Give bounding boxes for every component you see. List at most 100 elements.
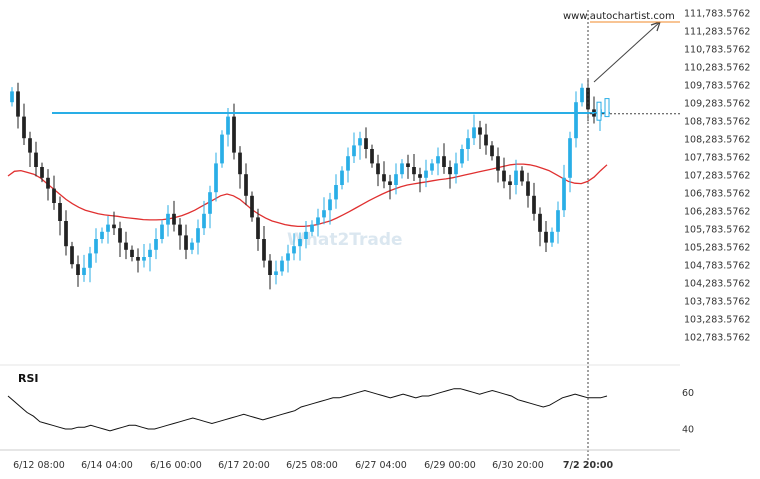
x-tick-label: 6/16 00:00 xyxy=(150,460,202,471)
candle-body xyxy=(52,188,56,203)
candle-body xyxy=(358,138,362,146)
candle-body xyxy=(40,167,44,178)
y-tick-label: 105,783.5762 xyxy=(684,224,750,235)
rsi-line xyxy=(7,388,608,432)
x-tick-label: 6/30 20:00 xyxy=(492,460,544,471)
candle-body xyxy=(256,217,260,239)
candle-body xyxy=(544,231,548,243)
candle-body xyxy=(148,249,152,257)
candle-body xyxy=(196,228,200,243)
candle-body xyxy=(454,163,458,175)
candle-body xyxy=(10,91,14,103)
rsi-title: RSI xyxy=(18,372,39,385)
candle-body xyxy=(472,127,476,139)
candle-body xyxy=(316,217,320,225)
candle-body xyxy=(418,174,422,178)
y-tick-label: 102,783.5762 xyxy=(684,332,750,343)
candle-body xyxy=(436,156,440,164)
candle-body xyxy=(172,213,176,225)
moving-average-line xyxy=(7,163,608,228)
candle-body xyxy=(88,253,92,268)
candle-body xyxy=(382,174,386,182)
candle-body xyxy=(550,231,554,243)
y-tick-label: 107,783.5762 xyxy=(684,152,750,163)
x-tick-label: 7/2 20:00 xyxy=(563,460,614,471)
candle-body xyxy=(478,127,482,135)
x-tick-label: 6/25 08:00 xyxy=(286,460,338,471)
candle-body xyxy=(202,213,206,229)
candle-body xyxy=(250,195,254,218)
candle-body xyxy=(568,138,572,178)
forecast-arrow-line xyxy=(593,21,661,83)
candle-body xyxy=(124,242,128,250)
last-candle-hollow xyxy=(596,101,602,121)
candle-body xyxy=(238,152,242,175)
candle-body xyxy=(364,138,368,149)
y-tick-label: 103,783.5762 xyxy=(684,296,750,307)
candle-body xyxy=(76,264,80,275)
candle-body xyxy=(22,116,26,139)
x-tick-label: 6/12 08:00 xyxy=(13,460,65,471)
candle-body xyxy=(556,210,560,232)
x-tick-label: 6/27 04:00 xyxy=(355,460,407,471)
y-tick-label: 109,283.5762 xyxy=(684,98,750,109)
candle-body xyxy=(16,91,20,117)
candle-body xyxy=(142,257,146,261)
candle-body xyxy=(406,163,410,167)
candle-body xyxy=(82,267,86,275)
candle-body xyxy=(538,213,542,232)
candle-body xyxy=(208,192,212,214)
candle-body xyxy=(280,260,284,272)
candle-body xyxy=(328,199,332,211)
candle-body xyxy=(352,145,356,157)
candle-body xyxy=(154,239,158,250)
candle-body xyxy=(268,260,272,275)
candle-body xyxy=(388,181,392,185)
y-tick-label: 109,783.5762 xyxy=(684,80,750,91)
candle-body xyxy=(574,102,578,139)
candle-body xyxy=(232,116,236,153)
candle-body xyxy=(226,116,230,135)
candle-body xyxy=(310,224,314,232)
candle-body xyxy=(262,239,266,261)
candle-body xyxy=(448,167,452,175)
candle-body xyxy=(334,185,338,200)
candle-body xyxy=(430,163,434,171)
y-tick-label: 106,283.5762 xyxy=(684,206,750,217)
candle-body xyxy=(130,249,134,257)
y-tick-label: 111,783.5762 xyxy=(684,8,750,19)
candle-body xyxy=(292,246,296,254)
brand-watermark: What2Trade xyxy=(287,230,403,250)
current-candle-hollow xyxy=(604,98,610,118)
candle-body xyxy=(70,246,74,265)
y-tick-label: 110,283.5762 xyxy=(684,62,750,73)
candle-body xyxy=(298,239,302,247)
candle-body xyxy=(118,228,122,243)
y-tick-label: 107,283.5762 xyxy=(684,170,750,181)
candle-body xyxy=(376,163,380,175)
candle-body xyxy=(274,271,278,275)
candle-body xyxy=(190,242,194,250)
y-tick-label: 103,283.5762 xyxy=(684,314,750,325)
candle-body xyxy=(322,210,326,218)
candle-body xyxy=(136,257,140,261)
candle-body xyxy=(166,213,170,225)
candle-body xyxy=(484,134,488,146)
candle-body xyxy=(46,177,50,189)
x-tick-label: 6/14 04:00 xyxy=(81,460,133,471)
y-tick-label: 106,783.5762 xyxy=(684,188,750,199)
candle-body xyxy=(34,152,38,167)
candle-body xyxy=(496,156,500,171)
candle-body xyxy=(490,145,494,157)
candle-body xyxy=(160,224,164,239)
candle-body xyxy=(532,195,536,214)
candle-body xyxy=(442,156,446,167)
candle-body xyxy=(460,149,464,164)
candle-body xyxy=(514,170,518,185)
y-tick-label: 108,283.5762 xyxy=(684,134,750,145)
rsi-tick-label: 40 xyxy=(682,425,694,436)
candle-body xyxy=(502,170,506,182)
y-tick-label: 104,783.5762 xyxy=(684,260,750,271)
candle-body xyxy=(58,203,62,221)
